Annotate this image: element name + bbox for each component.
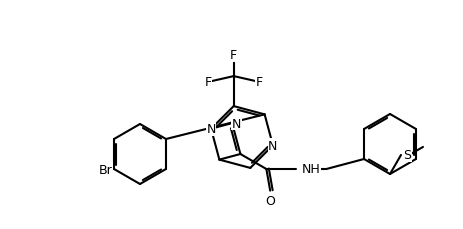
Text: F: F	[204, 75, 211, 88]
Text: F: F	[255, 75, 262, 88]
Text: O: O	[265, 194, 275, 207]
Text: N: N	[206, 123, 215, 136]
Text: N: N	[268, 139, 277, 152]
Text: F: F	[230, 49, 237, 62]
Text: Br: Br	[98, 163, 112, 176]
Text: N: N	[232, 117, 241, 130]
Text: S: S	[402, 149, 410, 162]
Text: NH: NH	[301, 163, 319, 176]
